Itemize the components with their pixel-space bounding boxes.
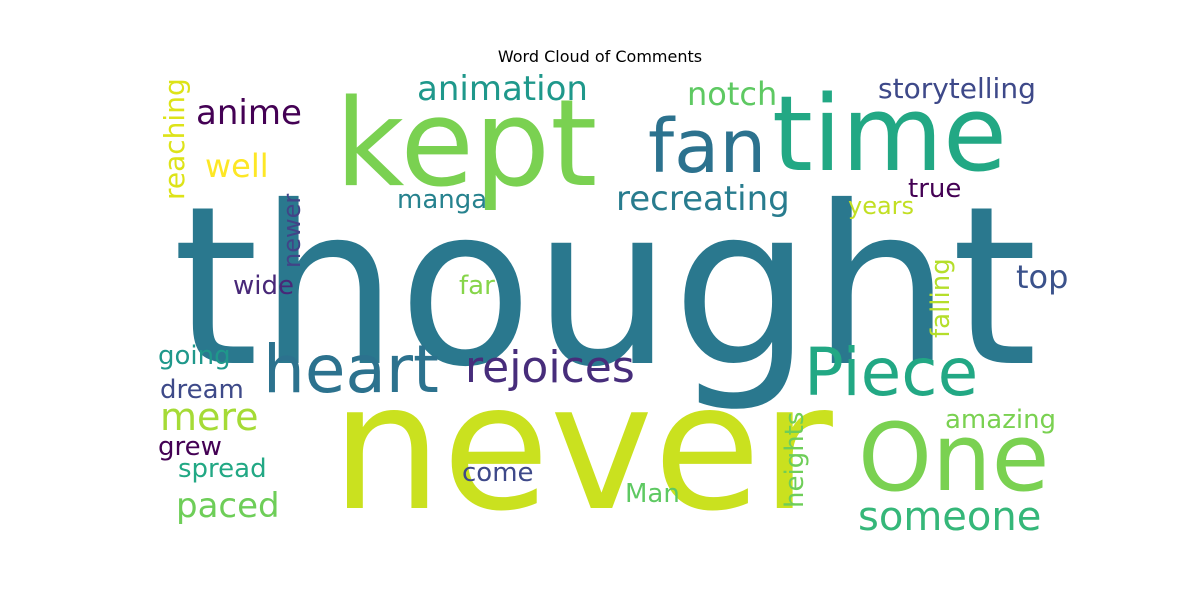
word-someone: someone (858, 494, 1041, 540)
word-thought: thought (172, 159, 1037, 415)
word-storytelling: storytelling (878, 72, 1036, 105)
chart-title: Word Cloud of Comments (497, 47, 703, 66)
word-recreating: recreating (616, 179, 790, 219)
word-animation: animation (417, 69, 588, 109)
word-spread: spread (178, 454, 267, 484)
word-anime: anime (196, 93, 302, 133)
word-time: time (772, 73, 1007, 195)
word-well: well (205, 147, 269, 185)
word-top: top (1016, 258, 1068, 296)
word-wide: wide (233, 271, 294, 301)
word-fan: fan (648, 104, 766, 190)
word-man: Man (625, 479, 680, 509)
word-notch: notch (687, 75, 777, 113)
word-going: going (158, 341, 231, 371)
word-piece: Piece (804, 334, 978, 411)
word-falling: falling (926, 258, 956, 338)
word-manga: manga (397, 185, 487, 215)
word-paced: paced (176, 486, 280, 526)
word-true: true (908, 174, 961, 204)
word-grew: grew (158, 432, 222, 462)
word-years: years (848, 192, 914, 220)
word-one: One (858, 404, 1049, 513)
word-amazing: amazing (945, 405, 1056, 435)
word-never: never (331, 347, 833, 550)
word-newer: newer (278, 194, 306, 268)
word-rejoices: rejoices (465, 342, 635, 393)
word-come: come (462, 458, 534, 488)
word-kept: kept (335, 75, 597, 214)
word-heights: heights (780, 412, 810, 508)
word-dream: dream (160, 375, 244, 405)
word-reaching: reaching (158, 78, 191, 200)
word-far: far (459, 271, 495, 301)
word-mere: mere (160, 395, 259, 439)
word-heart: heart (263, 331, 439, 408)
